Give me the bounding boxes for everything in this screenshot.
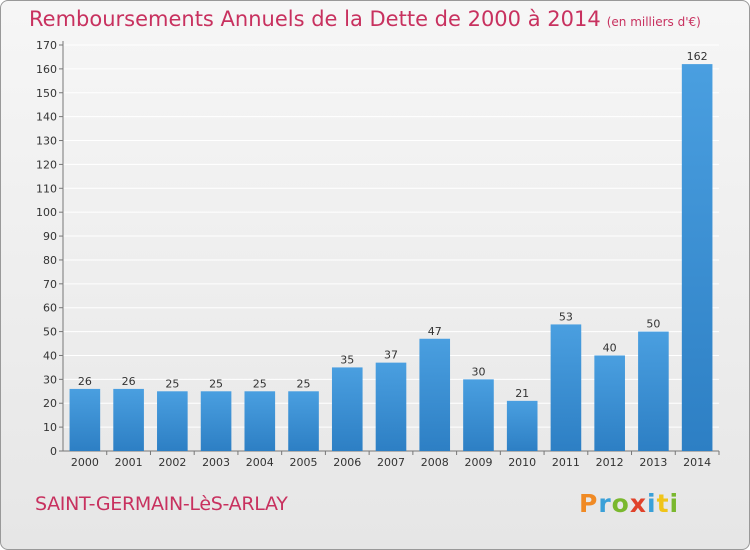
x-tick-label: 2001 bbox=[115, 456, 143, 469]
data-label: 21 bbox=[515, 387, 529, 400]
logo-letter: o bbox=[611, 489, 630, 518]
y-tick-label: 100 bbox=[36, 206, 57, 219]
y-tick-label: 20 bbox=[43, 397, 57, 410]
data-label: 50 bbox=[646, 318, 660, 331]
x-tick-label: 2008 bbox=[421, 456, 449, 469]
bar bbox=[550, 324, 582, 451]
bar bbox=[681, 64, 713, 451]
bar bbox=[288, 391, 319, 451]
logo-letter: x bbox=[629, 489, 647, 518]
y-tick-label: 30 bbox=[43, 373, 57, 386]
x-tick-label: 2013 bbox=[639, 456, 667, 469]
data-label: 35 bbox=[340, 353, 354, 366]
data-label: 30 bbox=[471, 365, 485, 378]
y-tick-label: 150 bbox=[36, 87, 57, 100]
y-tick-label: 60 bbox=[43, 302, 57, 315]
x-tick-label: 2010 bbox=[508, 456, 536, 469]
bar bbox=[638, 331, 669, 451]
bar bbox=[375, 362, 407, 451]
proxiti-logo: Proxiti bbox=[579, 489, 679, 518]
y-tick-label: 70 bbox=[43, 278, 57, 291]
y-tick-label: 130 bbox=[36, 135, 57, 148]
data-label: 25 bbox=[165, 377, 179, 390]
y-tick-label: 40 bbox=[43, 349, 57, 362]
bar bbox=[200, 391, 232, 451]
bar bbox=[113, 388, 144, 451]
y-tick-label: 110 bbox=[36, 182, 57, 195]
y-tick-label: 140 bbox=[36, 111, 57, 124]
y-tick-label: 0 bbox=[50, 445, 57, 458]
y-tick-label: 120 bbox=[36, 158, 57, 171]
data-label: 26 bbox=[78, 375, 92, 388]
x-tick-label: 2005 bbox=[290, 456, 318, 469]
x-tick-label: 2009 bbox=[464, 456, 492, 469]
x-tick-label: 2011 bbox=[552, 456, 580, 469]
y-tick-label: 90 bbox=[43, 230, 57, 243]
data-label: 40 bbox=[603, 341, 617, 354]
chart-title: Remboursements Annuels de la Dette de 20… bbox=[29, 7, 701, 31]
logo-letter: t bbox=[656, 489, 670, 518]
bar bbox=[69, 388, 101, 451]
chart-title-unit: (en milliers d'€) bbox=[606, 15, 701, 29]
y-tick-label: 80 bbox=[43, 254, 57, 267]
bar bbox=[244, 391, 276, 451]
bar bbox=[594, 355, 625, 451]
data-label: 37 bbox=[384, 349, 398, 362]
bar bbox=[331, 367, 363, 451]
y-tick-label: 160 bbox=[36, 63, 57, 76]
data-label: 25 bbox=[209, 377, 223, 390]
logo-letter: P bbox=[579, 489, 599, 518]
bar bbox=[157, 391, 188, 451]
y-tick-label: 50 bbox=[43, 326, 57, 339]
x-tick-label: 2003 bbox=[202, 456, 230, 469]
x-tick-label: 2012 bbox=[596, 456, 624, 469]
x-tick-label: 2004 bbox=[246, 456, 274, 469]
data-label: 25 bbox=[297, 377, 311, 390]
logo-letter: i bbox=[647, 489, 657, 518]
y-tick-label: 170 bbox=[36, 39, 57, 52]
chart-title-text: Remboursements Annuels de la Dette de 20… bbox=[29, 7, 601, 31]
data-label: 53 bbox=[559, 310, 573, 323]
y-tick-label: 10 bbox=[43, 421, 57, 434]
x-tick-label: 2014 bbox=[683, 456, 711, 469]
data-label: 47 bbox=[428, 325, 442, 338]
commune-name: SAINT-GERMAIN-LèS-ARLAY bbox=[35, 493, 288, 515]
x-tick-label: 2007 bbox=[377, 456, 405, 469]
x-tick-label: 2002 bbox=[158, 456, 186, 469]
data-label: 162 bbox=[687, 50, 708, 63]
x-tick-label: 2006 bbox=[333, 456, 361, 469]
logo-letter: i bbox=[669, 489, 680, 518]
x-tick-label: 2000 bbox=[71, 456, 99, 469]
data-label: 26 bbox=[122, 375, 136, 388]
bar bbox=[506, 400, 538, 451]
logo-letter: r bbox=[598, 489, 612, 518]
bar bbox=[419, 338, 451, 451]
bar bbox=[463, 379, 494, 451]
data-label: 25 bbox=[253, 377, 267, 390]
